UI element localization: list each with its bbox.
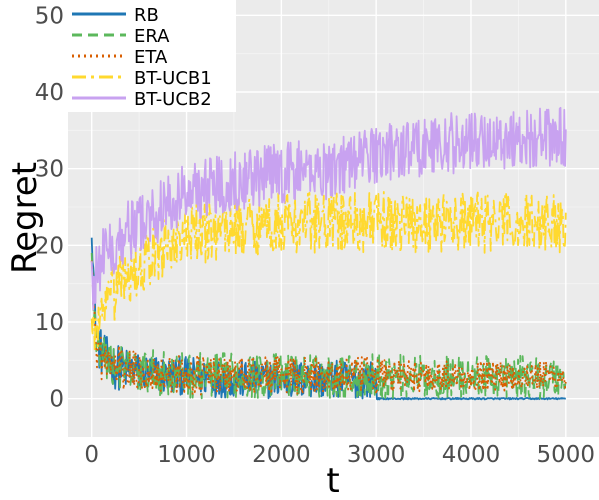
y-tick-label: 10	[35, 310, 64, 336]
x-axis-title: t	[326, 461, 339, 500]
x-tick-labels: 0 1000 2000 3000 4000 5000	[84, 442, 595, 468]
y-axis-title: Regret	[5, 162, 45, 274]
x-tick-label: 5000	[537, 442, 596, 468]
x-tick-label: 2000	[252, 442, 311, 468]
legend-label-eta: ETA	[134, 47, 168, 68]
series-layer	[90, 106, 567, 401]
y-tick-label: 50	[35, 3, 64, 29]
series-line-era	[90, 252, 567, 400]
x-tick-label: 3000	[347, 442, 406, 468]
x-tick-label: 4000	[442, 442, 501, 468]
legend-label-rb: RB	[134, 5, 159, 26]
series-line-eta	[90, 260, 567, 396]
legend-label-bt-ucb2: BT-UCB2	[134, 89, 212, 110]
legend-label-bt-ucb1: BT-UCB1	[134, 68, 212, 89]
x-tick-label: 1000	[157, 442, 216, 468]
series-line-bt-ucb2	[90, 106, 567, 311]
y-tick-labels: 0 10 20 30 40 50	[35, 3, 64, 412]
y-tick-label: 30	[35, 157, 64, 183]
y-tick-label: 40	[35, 80, 64, 106]
legend-label-era: ERA	[134, 26, 170, 47]
series-line-bt-ucb1	[90, 190, 567, 353]
y-tick-label: 0	[49, 387, 64, 413]
y-tick-label: 20	[35, 233, 64, 259]
x-tick-label: 0	[84, 442, 99, 468]
